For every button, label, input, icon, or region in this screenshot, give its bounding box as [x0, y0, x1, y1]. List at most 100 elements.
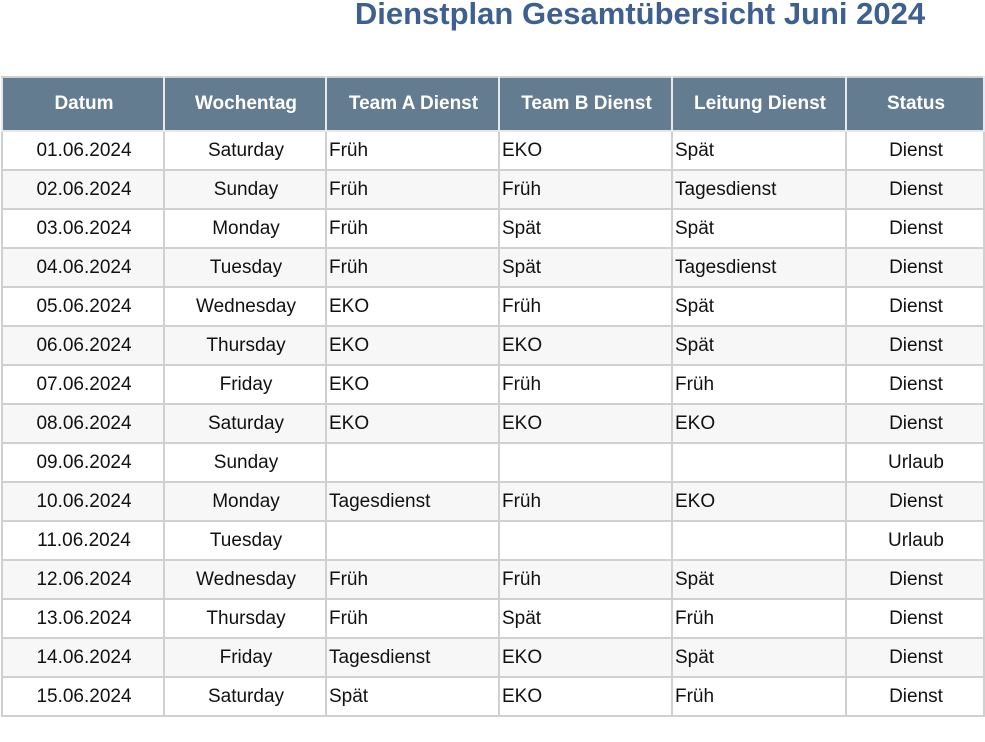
- cell-datum: 01.06.2024: [1, 130, 165, 171]
- table-row: 13.06.2024 Thursday Früh Spät Früh Dienst: [1, 598, 985, 639]
- table-row: 04.06.2024 Tuesday Früh Spät Tagesdienst Dien…: [1, 247, 985, 288]
- cell-team-b: Früh: [498, 364, 673, 405]
- cell-status: Dienst: [845, 208, 985, 249]
- cell-team-a: Früh: [325, 169, 500, 210]
- table-row: 12.06.2024 Wednesday Früh Früh Spät Dienst: [1, 559, 985, 600]
- table-row: 14.06.2024 Friday Tagesdienst EKO Spät Dienst: [1, 637, 985, 678]
- cell-datum: 09.06.2024: [1, 442, 165, 483]
- cell-wochentag: Monday: [163, 208, 327, 249]
- cell-wochentag: Thursday: [163, 598, 327, 639]
- cell-leitung: Tagesdienst: [671, 169, 847, 210]
- cell-wochentag: Tuesday: [163, 247, 327, 288]
- cell-team-b: EKO: [498, 130, 673, 171]
- cell-datum: 03.06.2024: [1, 208, 165, 249]
- cell-leitung: EKO: [671, 403, 847, 444]
- header-row: Datum Wochentag Team A Dienst Team B Dienst…: [1, 76, 985, 132]
- schedule-table: Datum Wochentag Team A Dienst Team B Dienst…: [1, 76, 985, 717]
- cell-team-a: Früh: [325, 130, 500, 171]
- cell-datum: 13.06.2024: [1, 598, 165, 639]
- cell-team-b: Früh: [498, 481, 673, 522]
- cell-datum: 04.06.2024: [1, 247, 165, 288]
- cell-status: Dienst: [845, 481, 985, 522]
- cell-wochentag: Monday: [163, 481, 327, 522]
- cell-team-a: EKO: [325, 286, 500, 327]
- cell-team-b: EKO: [498, 676, 673, 717]
- cell-datum: 07.06.2024: [1, 364, 165, 405]
- cell-team-b: EKO: [498, 637, 673, 678]
- table-row: 15.06.2024 Saturday Spät EKO Früh Dienst: [1, 676, 985, 717]
- table-row: 03.06.2024 Monday Früh Spät Spät Dienst: [1, 208, 985, 249]
- cell-datum: 12.06.2024: [1, 559, 165, 600]
- table-row: 01.06.2024 Saturday Früh EKO Spät Dienst: [1, 130, 985, 171]
- cell-status: Urlaub: [845, 520, 985, 561]
- cell-leitung: Spät: [671, 130, 847, 171]
- cell-wochentag: Sunday: [163, 169, 327, 210]
- cell-leitung: Spät: [671, 559, 847, 600]
- cell-datum: 10.06.2024: [1, 481, 165, 522]
- cell-leitung: Früh: [671, 364, 847, 405]
- table-row: 05.06.2024 Wednesday EKO Früh Spät Dienst: [1, 286, 985, 327]
- cell-team-a: Früh: [325, 559, 500, 600]
- cell-status: Dienst: [845, 286, 985, 327]
- cell-team-a: EKO: [325, 364, 500, 405]
- cell-wochentag: Saturday: [163, 403, 327, 444]
- cell-team-b: Spät: [498, 598, 673, 639]
- cell-team-b: [498, 520, 673, 561]
- page-title: Dienstplan Gesamtübersicht Juni 2024: [354, 0, 926, 31]
- cell-leitung: Spät: [671, 208, 847, 249]
- cell-wochentag: Saturday: [163, 676, 327, 717]
- cell-team-a: EKO: [325, 403, 500, 444]
- cell-status: Dienst: [845, 637, 985, 678]
- cell-status: Dienst: [845, 598, 985, 639]
- cell-leitung: [671, 520, 847, 561]
- table-row: 06.06.2024 Thursday EKO EKO Spät Dienst: [1, 325, 985, 366]
- cell-team-a: Spät: [325, 676, 500, 717]
- table-row: 09.06.2024 Sunday Urlaub: [1, 442, 985, 483]
- cell-datum: 14.06.2024: [1, 637, 165, 678]
- table-row: 02.06.2024 Sunday Früh Früh Tagesdienst Diens…: [1, 169, 985, 210]
- cell-team-b: EKO: [498, 403, 673, 444]
- cell-team-b: Früh: [498, 169, 673, 210]
- column-header-leitung: Leitung Dienst: [671, 76, 847, 132]
- cell-wochentag: Sunday: [163, 442, 327, 483]
- cell-wochentag: Thursday: [163, 325, 327, 366]
- cell-team-a: Früh: [325, 247, 500, 288]
- column-header-wochentag: Wochentag: [163, 76, 327, 132]
- cell-team-a: EKO: [325, 325, 500, 366]
- cell-leitung: Früh: [671, 598, 847, 639]
- cell-team-b: Spät: [498, 247, 673, 288]
- cell-status: Dienst: [845, 403, 985, 444]
- cell-team-a: Früh: [325, 598, 500, 639]
- cell-team-a: [325, 520, 500, 561]
- column-header-status: Status: [845, 76, 985, 132]
- column-header-datum: Datum: [1, 76, 165, 132]
- cell-datum: 11.06.2024: [1, 520, 165, 561]
- cell-wochentag: Friday: [163, 364, 327, 405]
- cell-wochentag: Wednesday: [163, 559, 327, 600]
- cell-datum: 06.06.2024: [1, 325, 165, 366]
- cell-status: Dienst: [845, 325, 985, 366]
- cell-leitung: Spät: [671, 637, 847, 678]
- cell-status: Dienst: [845, 676, 985, 717]
- cell-team-a: Tagesdienst: [325, 481, 500, 522]
- table-row: 11.06.2024 Tuesday Urlaub: [1, 520, 985, 561]
- cell-leitung: Früh: [671, 676, 847, 717]
- cell-team-b: Spät: [498, 208, 673, 249]
- cell-team-b: Früh: [498, 286, 673, 327]
- column-header-team-a: Team A Dienst: [325, 76, 500, 132]
- cell-wochentag: Saturday: [163, 130, 327, 171]
- table-row: 10.06.2024 Monday Tagesdienst Früh EKO Dienst: [1, 481, 985, 522]
- cell-leitung: EKO: [671, 481, 847, 522]
- cell-status: Dienst: [845, 364, 985, 405]
- cell-team-a: [325, 442, 500, 483]
- cell-team-b: [498, 442, 673, 483]
- cell-team-a: Tagesdienst: [325, 637, 500, 678]
- cell-datum: 02.06.2024: [1, 169, 165, 210]
- column-header-team-b: Team B Dienst: [498, 76, 673, 132]
- cell-team-b: EKO: [498, 325, 673, 366]
- cell-leitung: Spät: [671, 325, 847, 366]
- table-row: 08.06.2024 Saturday EKO EKO EKO Dienst: [1, 403, 985, 444]
- cell-wochentag: Wednesday: [163, 286, 327, 327]
- cell-datum: 15.06.2024: [1, 676, 165, 717]
- cell-datum: 05.06.2024: [1, 286, 165, 327]
